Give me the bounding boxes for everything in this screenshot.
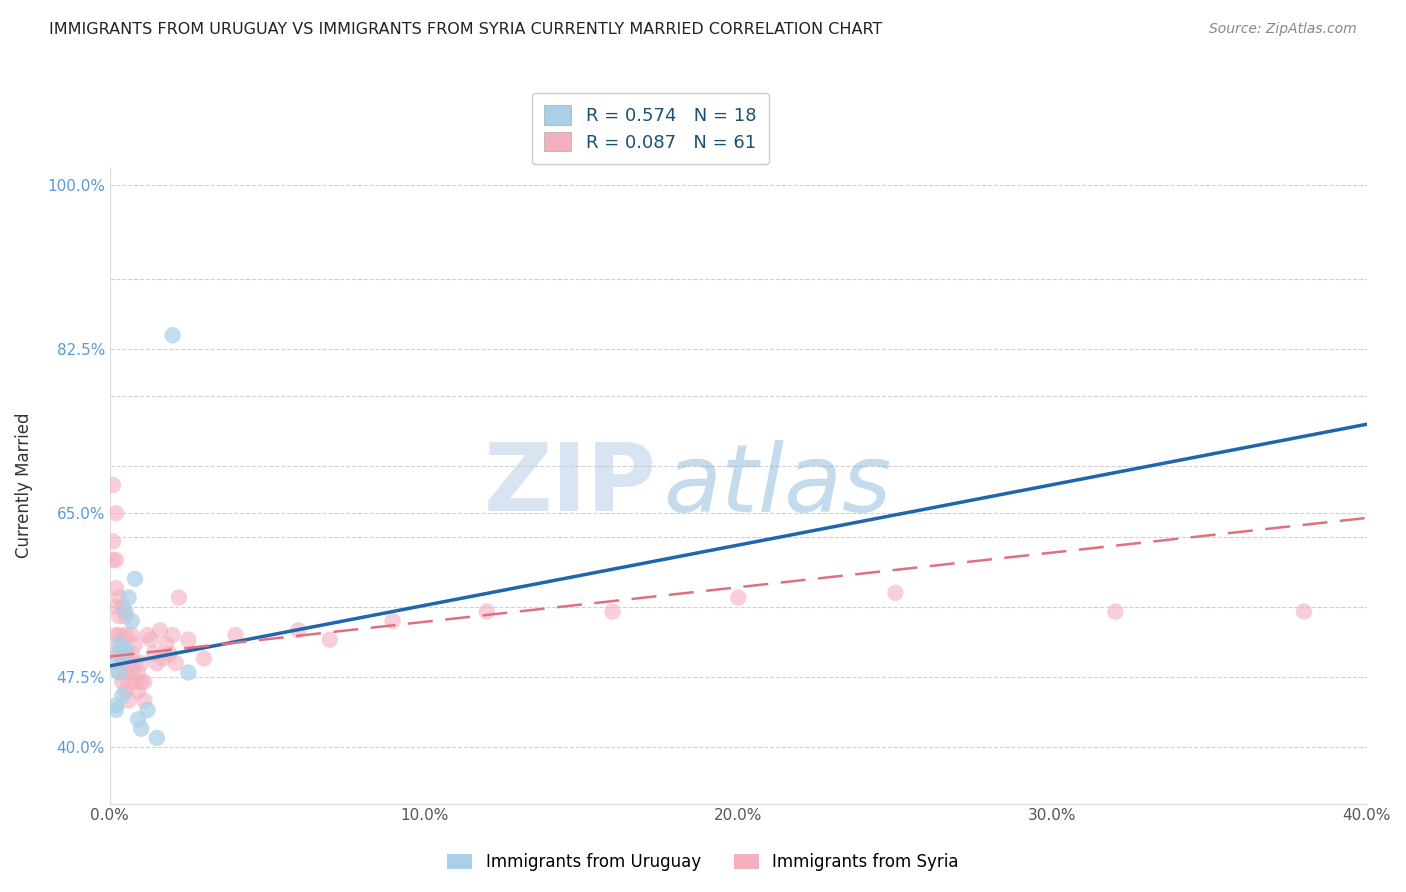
Point — [124, 656, 146, 670]
Legend: Immigrants from Uruguay, Immigrants from Syria: Immigrants from Uruguay, Immigrants from… — [439, 845, 967, 880]
Point — [136, 703, 159, 717]
Point — [193, 651, 215, 665]
Point — [117, 674, 139, 689]
Point — [114, 628, 136, 642]
Point — [111, 656, 134, 670]
Legend: R = 0.574   N = 18, R = 0.087   N = 61: R = 0.574 N = 18, R = 0.087 N = 61 — [531, 93, 769, 164]
Point — [105, 703, 128, 717]
Point — [475, 605, 498, 619]
Point — [727, 591, 749, 605]
Point — [108, 647, 131, 661]
Point — [155, 637, 177, 651]
Point — [129, 656, 152, 670]
Point — [146, 656, 169, 670]
Point — [114, 647, 136, 661]
Point — [108, 628, 131, 642]
Point — [108, 665, 131, 680]
Point — [159, 647, 181, 661]
Point — [381, 614, 404, 628]
Point — [105, 628, 128, 642]
Point — [121, 647, 143, 661]
Point — [129, 674, 152, 689]
Point — [108, 637, 131, 651]
Point — [162, 628, 184, 642]
Text: IMMIGRANTS FROM URUGUAY VS IMMIGRANTS FROM SYRIA CURRENTLY MARRIED CORRELATION C: IMMIGRANTS FROM URUGUAY VS IMMIGRANTS FR… — [49, 22, 883, 37]
Point — [121, 665, 143, 680]
Point — [136, 628, 159, 642]
Point — [117, 591, 139, 605]
Text: Source: ZipAtlas.com: Source: ZipAtlas.com — [1209, 22, 1357, 37]
Point — [127, 684, 149, 698]
Point — [165, 656, 187, 670]
Point — [105, 698, 128, 713]
Point — [1292, 605, 1315, 619]
Text: atlas: atlas — [662, 440, 891, 531]
Point — [117, 656, 139, 670]
Point — [319, 632, 342, 647]
Point — [105, 647, 128, 661]
Point — [884, 586, 907, 600]
Point — [602, 605, 624, 619]
Point — [105, 581, 128, 595]
Point — [1104, 605, 1126, 619]
Point — [121, 614, 143, 628]
Point — [114, 609, 136, 624]
Point — [105, 553, 128, 567]
Point — [127, 665, 149, 680]
Point — [134, 693, 156, 707]
Point — [287, 624, 309, 638]
Point — [105, 506, 128, 520]
Point — [127, 712, 149, 726]
Point — [111, 599, 134, 614]
Point — [134, 674, 156, 689]
Point — [108, 665, 131, 680]
Point — [114, 642, 136, 657]
Point — [177, 632, 200, 647]
Point — [111, 674, 134, 689]
Point — [162, 328, 184, 343]
Point — [224, 628, 246, 642]
Point — [177, 665, 200, 680]
Point — [101, 656, 124, 670]
Point — [124, 572, 146, 586]
Point — [146, 731, 169, 745]
Y-axis label: Currently Married: Currently Married — [15, 412, 32, 558]
Point — [108, 609, 131, 624]
Point — [101, 478, 124, 492]
Point — [124, 674, 146, 689]
Point — [114, 684, 136, 698]
Point — [117, 693, 139, 707]
Point — [124, 637, 146, 651]
Point — [114, 665, 136, 680]
Point — [121, 628, 143, 642]
Point — [139, 632, 162, 647]
Point — [101, 553, 124, 567]
Point — [129, 722, 152, 736]
Point — [101, 534, 124, 549]
Point — [149, 624, 172, 638]
Point — [142, 647, 165, 661]
Point — [108, 591, 131, 605]
Point — [167, 591, 190, 605]
Point — [111, 647, 134, 661]
Point — [111, 637, 134, 651]
Text: ZIP: ZIP — [484, 439, 657, 531]
Point — [152, 651, 174, 665]
Point — [111, 689, 134, 703]
Point — [114, 605, 136, 619]
Point — [105, 599, 128, 614]
